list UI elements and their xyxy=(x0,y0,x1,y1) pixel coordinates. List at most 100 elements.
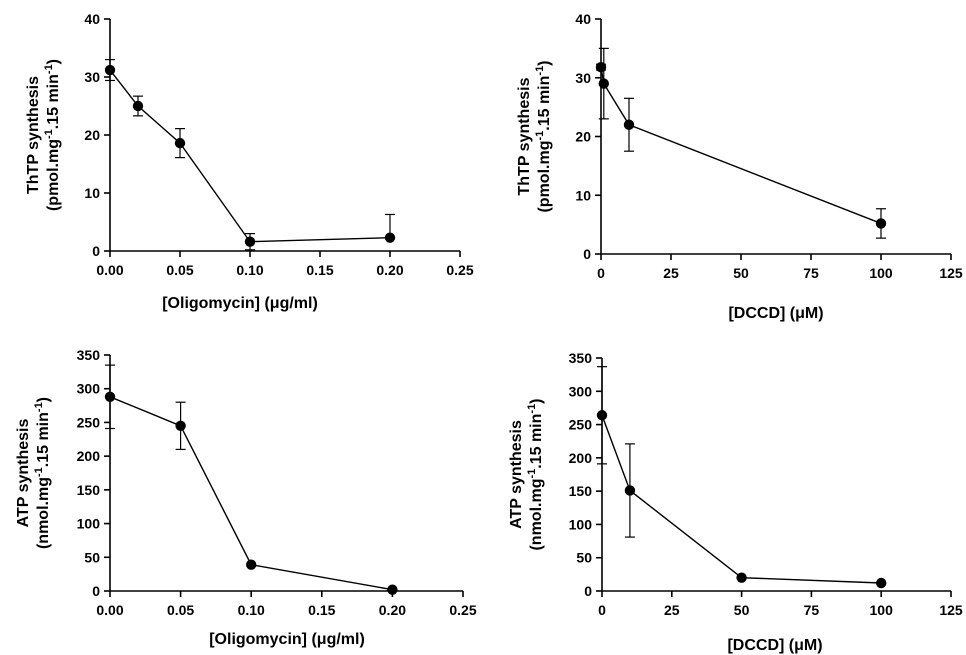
data-point xyxy=(875,218,887,229)
y-axis-label-line1: ThTP synthesis xyxy=(25,76,42,194)
x-axis-label: [DCCD] (μM) xyxy=(727,637,822,654)
y-axis-label-superscript: -1 xyxy=(43,129,55,139)
x-tick-label: 125 xyxy=(939,265,963,281)
x-tick-label: 0 xyxy=(598,602,606,618)
y-axis-label-superscript: -1 xyxy=(534,66,546,76)
x-tick-label: 0.00 xyxy=(96,262,123,278)
y-tick-label: 30 xyxy=(84,69,100,85)
y-tick-label: 200 xyxy=(77,448,101,464)
y-axis-label-superscript: -1 xyxy=(43,64,55,74)
x-tick-label: 0 xyxy=(597,265,605,281)
y-tick-label: 10 xyxy=(84,185,100,201)
y-axis-label-part: ) xyxy=(35,397,52,402)
x-tick-label: 0.15 xyxy=(306,262,333,278)
y-axis-label-part: (nmol.mg xyxy=(528,479,545,551)
y-axis-label-part: ) xyxy=(536,60,553,65)
x-tick-label: 25 xyxy=(663,265,679,281)
data-point xyxy=(132,100,144,112)
data-point xyxy=(736,572,747,583)
y-axis-label-line2: (nmol.mg-1.15 min-1) xyxy=(526,398,545,550)
y-tick-label: 20 xyxy=(575,129,591,145)
y-tick-label: 200 xyxy=(569,450,593,466)
y-axis-label: ATP synthesis (nmol.mg-1.15 min-1) xyxy=(508,398,545,550)
y-tick-label: 50 xyxy=(84,549,100,565)
y-axis-label-part: .15 min xyxy=(528,414,545,469)
series-line xyxy=(600,67,882,225)
y-tick-label: 0 xyxy=(92,583,100,599)
x-tick-label: 75 xyxy=(804,602,820,618)
y-axis-label-part: (nmol.mg xyxy=(35,477,52,549)
y-axis-label: ATP synthesis (nmol.mg-1.15 min-1) xyxy=(15,397,52,549)
x-axis-label: [Oligomycin] (μg/ml) xyxy=(162,295,318,312)
y-tick-label: 250 xyxy=(77,414,101,430)
x-tick-label: 0.05 xyxy=(166,262,193,278)
y-tick-label: 300 xyxy=(569,383,593,399)
x-tick-label: 25 xyxy=(664,602,680,618)
y-tick-label: 100 xyxy=(77,516,101,532)
y-tick-label: 300 xyxy=(77,381,101,397)
y-tick-label: 150 xyxy=(77,482,101,498)
y-axis-label-line1: ATP synthesis xyxy=(508,420,525,529)
series-line xyxy=(601,415,882,584)
y-tick-label: 50 xyxy=(576,550,592,566)
x-tick-label: 75 xyxy=(803,265,819,281)
x-tick-label: 0.10 xyxy=(238,602,265,618)
x-tick-label: 125 xyxy=(939,602,963,618)
data-point xyxy=(623,119,635,130)
y-axis-label-line2: (pmol.mg-1.15 min-1) xyxy=(43,59,62,211)
data-point xyxy=(596,410,608,421)
y-axis-label-line1: ATP synthesis xyxy=(15,419,32,528)
data-point xyxy=(104,391,116,403)
data-point xyxy=(175,420,186,431)
data-point xyxy=(104,64,116,76)
series-line xyxy=(109,69,391,243)
data-point xyxy=(624,485,636,496)
y-axis-label-part: ) xyxy=(528,398,545,403)
series-line xyxy=(109,396,393,591)
y-tick-label: 0 xyxy=(92,243,100,259)
y-tick-label: 40 xyxy=(575,11,591,27)
y-axis-label-line1: ThTP synthesis xyxy=(516,77,533,195)
x-tick-label: 100 xyxy=(870,602,894,618)
chart-2: 0 25 50 75 100 125 0 10 20 30 40 [DCCD] (μM) ThTP sy… xyxy=(516,11,963,322)
y-tick-label: 40 xyxy=(84,11,100,27)
x-tick-label: 0.05 xyxy=(167,602,194,618)
x-tick-label: 50 xyxy=(734,602,750,618)
data-point xyxy=(876,577,887,589)
chart-1: 0.00 0.05 0.10 0.15 0.20 0.25 0 10 20 30 40 [Oligom… xyxy=(25,11,474,312)
y-axis-label-superscript: -1 xyxy=(33,402,45,412)
y-axis-label-part: (pmol.mg xyxy=(536,141,553,213)
y-axis-label-part: .15 min xyxy=(45,74,62,129)
data-point xyxy=(598,78,609,89)
data-point xyxy=(246,559,257,570)
y-tick-label: 20 xyxy=(84,127,100,143)
y-axis-label-part: .15 min xyxy=(536,76,553,131)
y-axis-label-line2: (nmol.mg-1.15 min-1) xyxy=(33,397,52,549)
data-point xyxy=(174,137,186,149)
x-tick-label: 0.00 xyxy=(96,602,123,618)
x-axis-label: [DCCD] (μM) xyxy=(728,305,823,322)
y-axis-label-superscript: -1 xyxy=(526,404,538,414)
y-tick-label: 150 xyxy=(569,483,593,499)
chart-4: 0 25 50 75 100 125 0 50 100 150 200 250 300 350 [DCCD]… xyxy=(508,350,963,654)
y-axis-label-superscript: -1 xyxy=(526,469,538,479)
y-tick-label: 30 xyxy=(575,70,591,86)
data-point xyxy=(387,584,398,595)
y-tick-label: 250 xyxy=(569,417,593,433)
x-tick-label: 0.20 xyxy=(379,602,406,618)
y-axis-label: ThTP synthesis (pmol.mg-1.15 min-1) xyxy=(516,60,553,212)
y-tick-label: 0 xyxy=(584,583,592,599)
data-point xyxy=(384,232,396,243)
x-tick-label: 100 xyxy=(869,265,893,281)
y-tick-label: 0 xyxy=(583,246,591,262)
data-point xyxy=(595,61,607,73)
y-tick-label: 10 xyxy=(575,187,591,203)
x-tick-label: 0.15 xyxy=(308,602,335,618)
y-tick-label: 100 xyxy=(569,516,593,532)
x-tick-label: 0.20 xyxy=(376,262,403,278)
chart-3: 0.00 0.05 0.10 0.15 0.20 0.25 0 50 100 150 200 250 3… xyxy=(15,347,477,648)
y-axis-label-part: ) xyxy=(45,59,62,64)
y-axis-label-superscript: -1 xyxy=(33,467,45,477)
y-axis-label-line2: (pmol.mg-1.15 min-1) xyxy=(534,60,553,212)
